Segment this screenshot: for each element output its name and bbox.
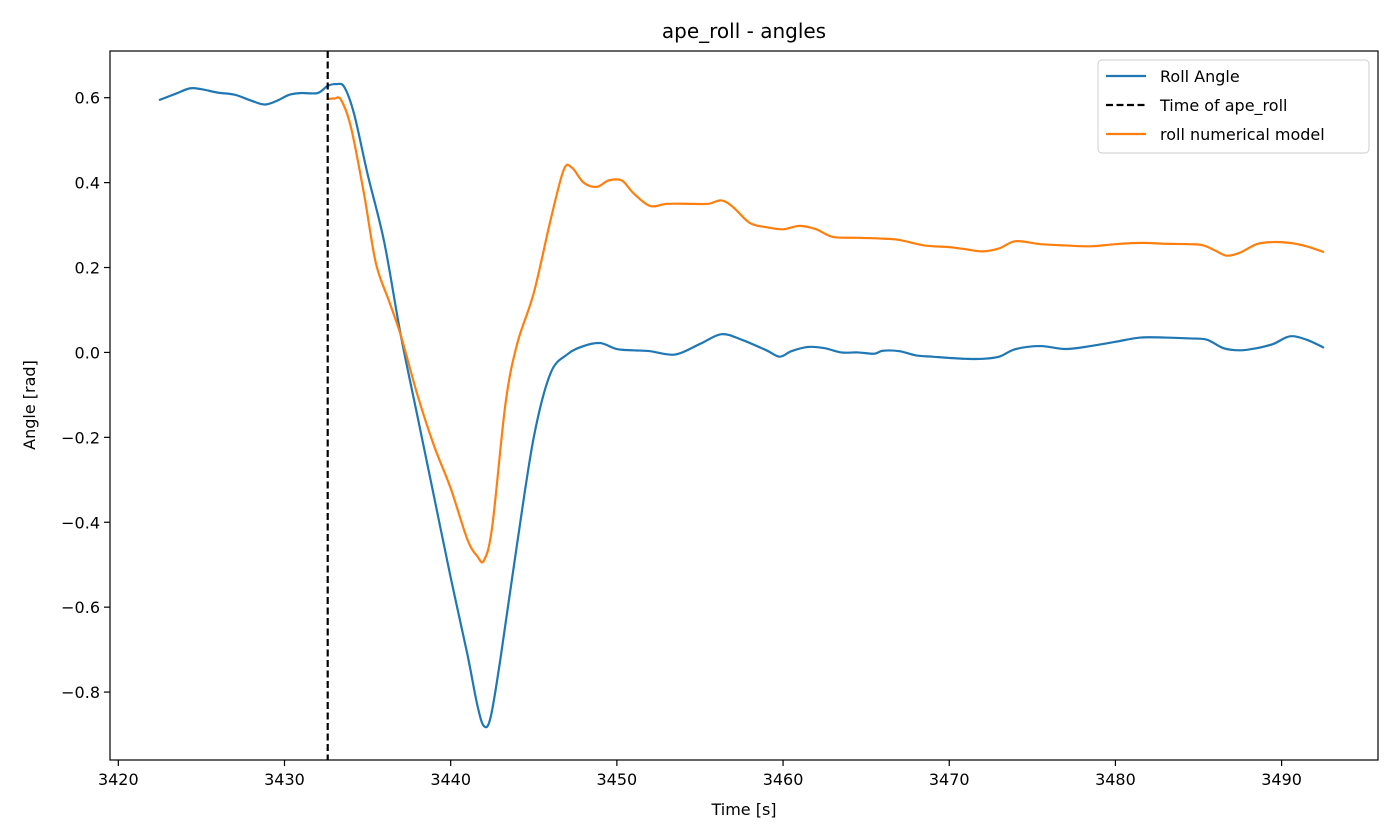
y-tick-label: 0.4 (75, 174, 100, 193)
legend-label-2: roll numerical model (1160, 125, 1325, 144)
x-tick-label: 3490 (1261, 770, 1302, 789)
x-axis: 3420 3430 3440 3450 3460 3470 3480 3490 (98, 760, 1302, 789)
plot-background (110, 51, 1378, 760)
y-tick-label: −0.2 (61, 428, 100, 447)
x-tick-label: 3470 (929, 770, 970, 789)
y-tick-label: −0.6 (61, 598, 100, 617)
plot-area (109, 50, 1379, 761)
series-layer (158, 51, 1325, 760)
x-tick-label: 3440 (430, 770, 471, 789)
y-tick-label: −0.4 (61, 513, 100, 532)
chart-title: ape_roll - angles (662, 19, 826, 43)
series-line-1 (326, 96, 1325, 564)
legend-label-0: Roll Angle (1160, 67, 1240, 86)
y-tick-label: 0.2 (75, 259, 100, 278)
x-tick-label: 3460 (763, 770, 804, 789)
y-axis-label: Angle [rad] (20, 360, 39, 450)
legend-box (1097, 59, 1370, 154)
x-tick-label: 3430 (264, 770, 305, 789)
y-axis: 0.6 0.4 0.2 0.0 −0.2 −0.4 −0.6 −0.8 (61, 89, 110, 702)
x-tick-label: 3450 (597, 770, 638, 789)
y-tick-label: 0.0 (75, 343, 100, 362)
x-tick-label: 3480 (1095, 770, 1136, 789)
x-tick-label: 3420 (98, 770, 139, 789)
legend-label-1: Time of ape_roll (1159, 96, 1287, 116)
y-tick-label: 0.6 (75, 89, 100, 108)
y-tick-label: −0.8 (61, 683, 100, 702)
x-axis-label: Time [s] (710, 800, 776, 819)
plot-frame (109, 50, 1379, 761)
